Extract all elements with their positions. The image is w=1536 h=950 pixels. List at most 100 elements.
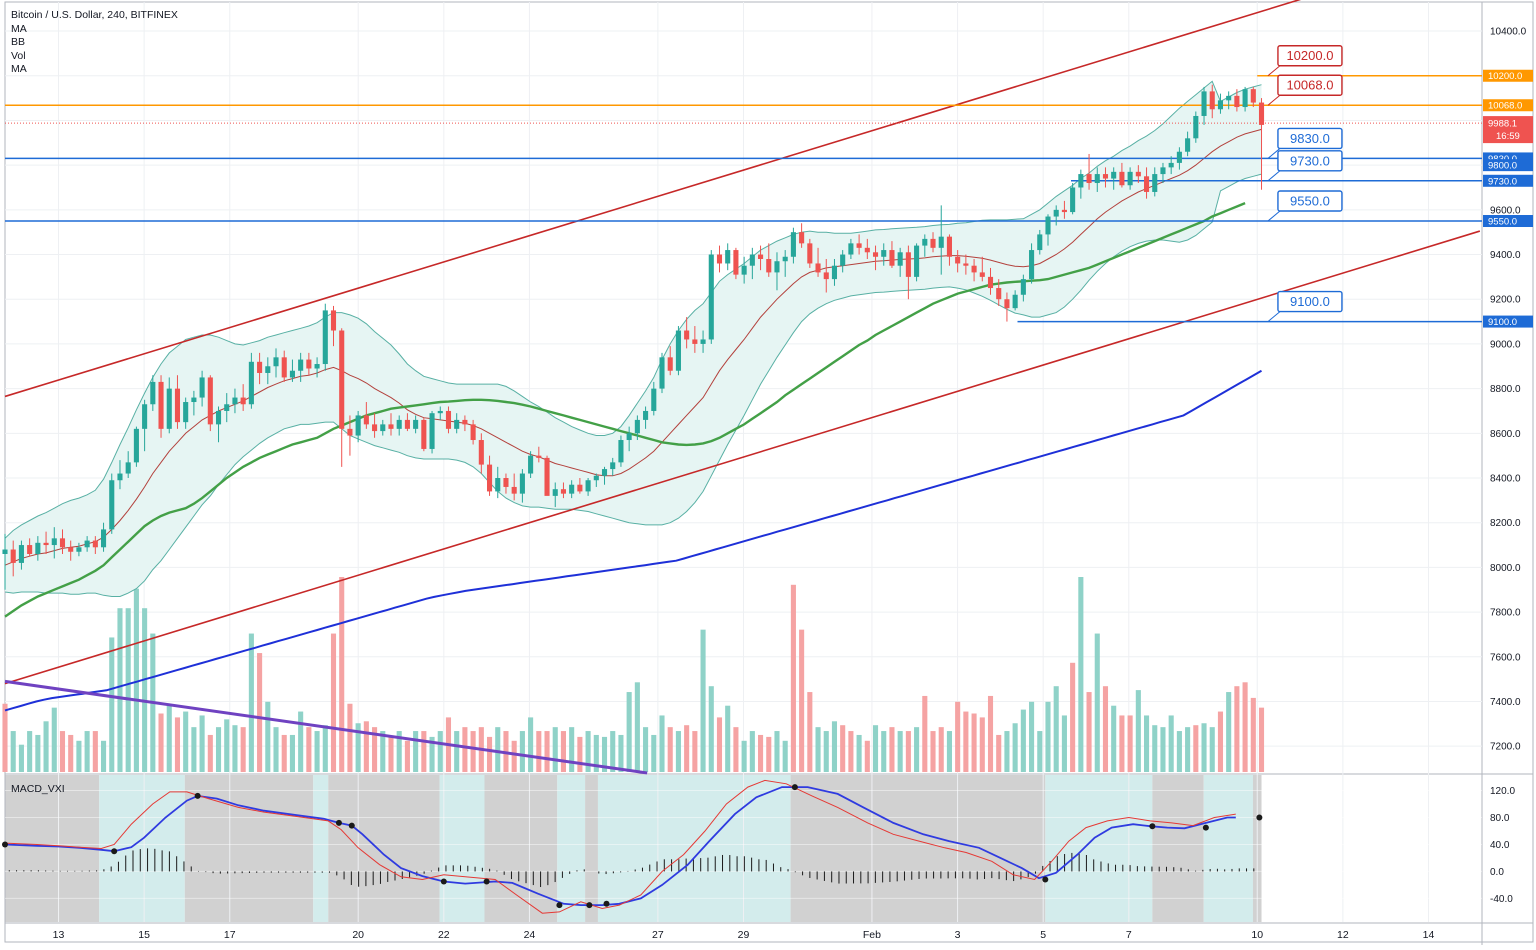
candle-body <box>1160 167 1166 175</box>
macd-band-5 <box>439 775 485 922</box>
volume-bar <box>593 734 599 772</box>
candle-body <box>462 419 468 425</box>
volume-bar <box>569 727 575 772</box>
time-tick-label: 24 <box>524 929 536 941</box>
axis-marker-10068[interactable] <box>1483 99 1533 112</box>
trend-line-0[interactable] <box>4 0 1306 398</box>
callout-box-9830.0[interactable] <box>1277 127 1343 150</box>
candle-body <box>864 247 870 253</box>
volume-bar <box>109 637 115 772</box>
candle-body <box>511 486 517 494</box>
candle-body <box>1201 91 1207 116</box>
price-tick-label: 9000.0 <box>1490 339 1521 350</box>
candle-body <box>314 364 320 369</box>
volume-bar <box>1226 692 1232 772</box>
chart-legend: Bitcoin / U.S. Dollar, 240, BITFINEX MA … <box>11 9 178 77</box>
callout-box-9100.0[interactable] <box>1277 290 1343 313</box>
candle-body <box>643 410 649 420</box>
volume-bar <box>1168 715 1174 772</box>
volume-bar <box>601 736 608 772</box>
current-price-box[interactable] <box>1483 116 1533 144</box>
volume-bar <box>462 727 468 772</box>
trend-line-2[interactable] <box>4 679 648 775</box>
candle-body <box>240 397 246 405</box>
candle-body <box>700 339 706 344</box>
candle-body <box>987 276 994 289</box>
volume-bar <box>774 731 780 772</box>
candle-body <box>708 254 714 340</box>
chart-frame <box>4 1 1534 943</box>
axis-marker-9100[interactable] <box>1483 315 1533 328</box>
macd-band-1 <box>99 775 185 922</box>
volume-bar <box>692 731 698 772</box>
volume-bar <box>59 731 66 772</box>
candle-body <box>938 236 944 248</box>
candle-body <box>790 232 796 257</box>
volume-bar <box>470 731 476 772</box>
price-axis: 10400.0 9600.0 9400.0 9200.0 9000.0 8800.0 860… <box>53 27 1533 941</box>
volume-bar <box>339 577 345 772</box>
callout-box-9730.0[interactable] <box>1277 150 1343 172</box>
callout-box-10068.0[interactable] <box>1277 74 1343 96</box>
price-tick-label: 8400.0 <box>1490 474 1521 485</box>
candle-body <box>1012 294 1018 309</box>
callout-box-9550.0[interactable] <box>1277 190 1343 212</box>
candle-body <box>560 489 566 494</box>
legend-vol-ma[interactable]: MA <box>11 63 27 75</box>
candle-body <box>125 462 131 474</box>
volume-bar <box>183 711 189 772</box>
volume-bar <box>215 727 222 772</box>
volume-bar <box>18 744 24 772</box>
candle-body <box>413 419 419 429</box>
candle-body <box>1217 100 1224 110</box>
volume-bar <box>946 731 952 772</box>
legend-bb[interactable]: BB <box>11 36 26 48</box>
legend-vol[interactable]: Vol <box>11 49 26 62</box>
volume-bar <box>1143 715 1150 772</box>
volume-bar <box>413 731 419 772</box>
volume-bar <box>848 731 854 772</box>
candle-body <box>68 547 74 552</box>
candle-body <box>1004 299 1010 309</box>
volume-bar <box>35 734 41 772</box>
candle-body <box>191 397 197 403</box>
axis-marker-9730[interactable] <box>1483 174 1533 187</box>
candle-body <box>807 243 813 264</box>
volume-bar <box>1029 701 1035 772</box>
callout-box-10200.0[interactable] <box>1277 45 1343 67</box>
macd-signal-dot <box>483 878 490 885</box>
volume-bar <box>905 731 911 772</box>
volume-bar <box>782 740 788 772</box>
axis-marker-label: 9100.0 <box>1488 317 1517 328</box>
candle-body <box>396 419 402 429</box>
candle-body <box>1135 171 1141 177</box>
candle-body <box>150 381 156 405</box>
time-tick-label: 7 <box>1126 929 1132 941</box>
volume-bar <box>815 727 821 772</box>
volume-bar <box>207 734 213 772</box>
volume-bar <box>897 731 903 772</box>
axis-marker-9800[interactable] <box>1483 159 1533 172</box>
candle-body <box>1070 187 1076 213</box>
axis-marker-9550[interactable] <box>1483 215 1533 228</box>
candle-body <box>1226 95 1232 101</box>
bb-fill <box>5 81 1262 597</box>
time-tick-label: 13 <box>53 929 65 941</box>
candle-body <box>1152 174 1158 192</box>
axis-marker-10200[interactable] <box>1483 69 1533 82</box>
volume-bar <box>700 629 706 772</box>
volume-bar <box>298 711 304 772</box>
trend-line-1[interactable] <box>4 230 1481 685</box>
volume-bar <box>840 725 846 772</box>
volume-bar <box>1234 686 1240 772</box>
volume-bar <box>741 740 747 772</box>
volume-bar <box>1250 697 1256 772</box>
axis-marker-label: 9800.0 <box>1488 161 1517 172</box>
price-tick-label: 7400.0 <box>1490 697 1521 708</box>
price-tick-label: 10400.0 <box>1490 27 1527 38</box>
volume-bar <box>749 731 755 772</box>
legend-ma[interactable]: MA <box>11 22 27 35</box>
candle-body <box>749 254 755 266</box>
macd-band-9 <box>597 775 791 922</box>
